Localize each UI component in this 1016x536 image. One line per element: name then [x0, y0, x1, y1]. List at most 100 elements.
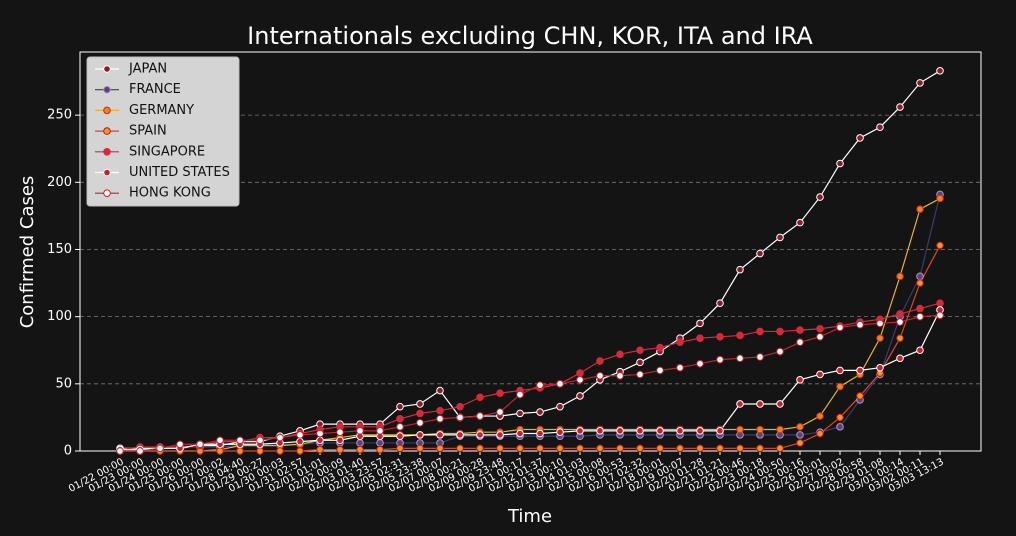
data-point — [576, 444, 584, 453]
data-point — [836, 423, 844, 431]
data-point — [576, 369, 584, 377]
data-point — [456, 431, 464, 439]
data-point — [916, 205, 924, 213]
data-point — [716, 444, 724, 453]
data-point — [316, 445, 324, 454]
data-point — [836, 159, 844, 168]
data-point — [796, 375, 804, 384]
data-point — [216, 436, 224, 445]
data-point — [556, 428, 564, 436]
data-point — [496, 389, 504, 398]
data-point — [616, 371, 624, 380]
data-point — [316, 436, 324, 445]
data-point — [656, 444, 664, 453]
data-point — [316, 429, 324, 438]
data-point — [536, 381, 544, 389]
data-point — [236, 436, 244, 445]
data-point — [396, 444, 404, 453]
data-point — [636, 427, 644, 435]
data-point — [196, 440, 204, 449]
data-point — [456, 444, 464, 453]
data-point — [176, 440, 184, 449]
data-point — [756, 249, 764, 258]
data-point — [736, 400, 744, 408]
data-point — [856, 320, 864, 329]
data-point — [636, 370, 644, 379]
data-point — [776, 425, 784, 434]
data-point — [576, 392, 584, 400]
data-point — [396, 432, 404, 441]
data-point — [556, 444, 564, 453]
data-point — [256, 447, 264, 455]
data-point — [456, 402, 464, 411]
data-point — [276, 433, 284, 442]
data-point — [856, 134, 864, 142]
data-point — [476, 393, 484, 402]
y-tick-label: 100 — [47, 309, 72, 324]
data-point — [876, 123, 884, 132]
data-point — [356, 439, 364, 447]
y-axis-label: Confirmed Cases — [17, 176, 38, 329]
data-point — [416, 444, 424, 453]
series-line — [120, 70, 941, 449]
y-tick-label: 50 — [55, 376, 72, 391]
data-point — [536, 429, 544, 438]
data-point — [676, 338, 684, 346]
legend-label: JAPAN — [128, 62, 167, 77]
data-point — [296, 447, 304, 455]
data-point — [896, 310, 904, 318]
data-point — [876, 334, 884, 342]
data-point — [556, 380, 564, 388]
data-point — [156, 444, 164, 453]
data-point — [436, 431, 444, 439]
legend-marker — [103, 148, 111, 156]
data-point — [876, 319, 884, 328]
data-point — [596, 357, 604, 365]
data-point — [756, 425, 764, 434]
data-point — [596, 444, 604, 453]
y-tick-label: 200 — [47, 175, 72, 190]
data-point — [736, 331, 744, 340]
data-point — [436, 386, 444, 395]
data-point — [496, 408, 504, 416]
data-point — [436, 406, 444, 415]
data-point — [796, 218, 804, 227]
data-point — [756, 400, 764, 408]
data-point — [816, 429, 824, 438]
data-point — [616, 427, 624, 435]
legend-marker — [103, 189, 111, 197]
data-point — [296, 437, 304, 446]
data-point — [456, 413, 464, 422]
y-tick-label: 150 — [47, 242, 72, 257]
legend-marker — [103, 65, 111, 73]
data-point — [656, 366, 664, 375]
data-point — [376, 439, 384, 447]
data-point — [516, 409, 524, 418]
data-point — [276, 447, 284, 455]
data-point — [736, 265, 744, 274]
data-point — [656, 427, 664, 435]
data-point — [696, 444, 704, 453]
data-point — [616, 444, 624, 453]
data-point — [716, 355, 724, 364]
legend-label: FRANCE — [129, 82, 181, 97]
data-point — [856, 392, 864, 400]
data-point — [776, 327, 784, 336]
data-point — [916, 304, 924, 313]
legend-box — [86, 56, 240, 207]
x-axis-label: Time — [507, 506, 552, 527]
data-point — [416, 400, 424, 408]
data-point — [916, 79, 924, 87]
data-point — [796, 431, 804, 439]
data-point — [696, 319, 704, 328]
data-point — [596, 371, 604, 380]
data-point — [696, 359, 704, 368]
data-point — [716, 333, 724, 341]
data-point — [336, 436, 344, 445]
data-point — [756, 444, 764, 453]
data-point — [356, 427, 364, 435]
data-point — [416, 418, 424, 427]
data-point — [636, 346, 644, 355]
data-point — [736, 444, 744, 453]
